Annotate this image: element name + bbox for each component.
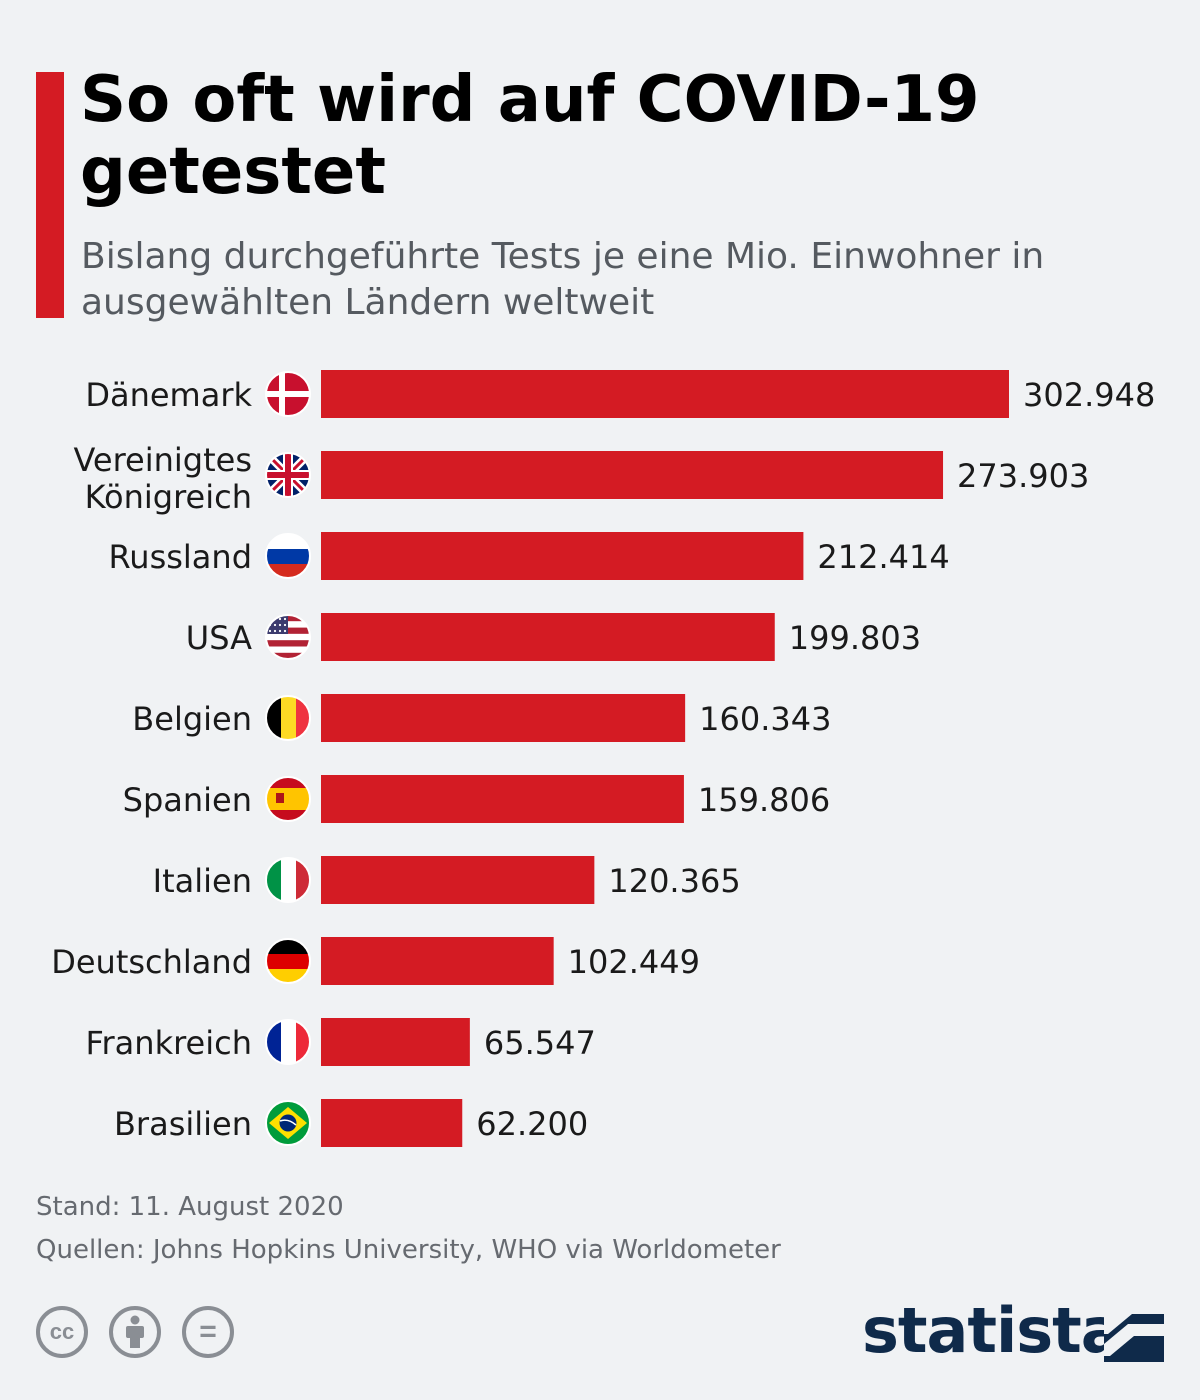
category-label: Russland [108,538,252,576]
flag-italy-icon [265,857,311,903]
value-label: 160.343 [699,700,831,738]
value-label: 273.903 [957,457,1089,495]
category-label: Frankreich [85,1024,252,1062]
bar [321,937,554,985]
chart-subtitle: Bislang durchgeführte Tests je eine Mio.… [81,236,1045,323]
category-label: Spanien [123,781,252,819]
bar [321,532,804,580]
bar [321,613,775,661]
bar [321,856,595,904]
bar [321,1018,470,1066]
flag-spain-icon [265,776,311,822]
value-label: 302.948 [1023,376,1155,414]
flag-brazil-icon [265,1100,311,1146]
bar [321,775,684,823]
bar [321,1099,463,1147]
value-label: 212.414 [817,538,949,576]
category-label: Vereinigtes Königreich [73,441,252,516]
flag-denmark-icon [265,371,311,417]
category-label: Dänemark [85,376,252,414]
cc-icon: cc [36,1306,88,1358]
value-label: 199.803 [789,619,921,657]
flag-germany-icon [265,938,311,984]
bar [321,694,686,742]
bar [321,451,944,499]
footer-source: Quellen: Johns Hopkins University, WHO v… [36,1235,781,1265]
category-label: Italien [153,862,252,900]
title-accent-bar [36,72,64,318]
nd-equals-icon: = [182,1306,234,1358]
flag-russia-icon [265,533,311,579]
flag-france-icon [265,1019,311,1065]
statista-logo-text: statista [862,1294,1123,1367]
value-label: 65.547 [484,1024,596,1062]
category-label: Deutschland [51,943,252,981]
by-person-icon [109,1306,161,1358]
chart-title: So oft wird auf COVID-19 getestet [80,63,980,209]
bar-chart: Dänemark 302.948 Vereinigtes Königreich 273.… [51,370,1155,1147]
flag-belgium-icon [265,695,311,741]
category-label: Belgien [132,700,252,738]
bar [321,370,1009,418]
category-label: Brasilien [114,1105,252,1143]
value-label: 159.806 [698,781,830,819]
footer-date: Stand: 11. August 2020 [36,1192,344,1222]
statista-logo-icon [1104,1306,1164,1362]
category-label: USA [186,619,252,657]
value-label: 120.365 [608,862,740,900]
flag-united-kingdom-icon [265,452,311,498]
value-label: 102.449 [568,943,700,981]
value-label: 62.200 [476,1105,588,1143]
flag-usa-icon [265,614,311,660]
